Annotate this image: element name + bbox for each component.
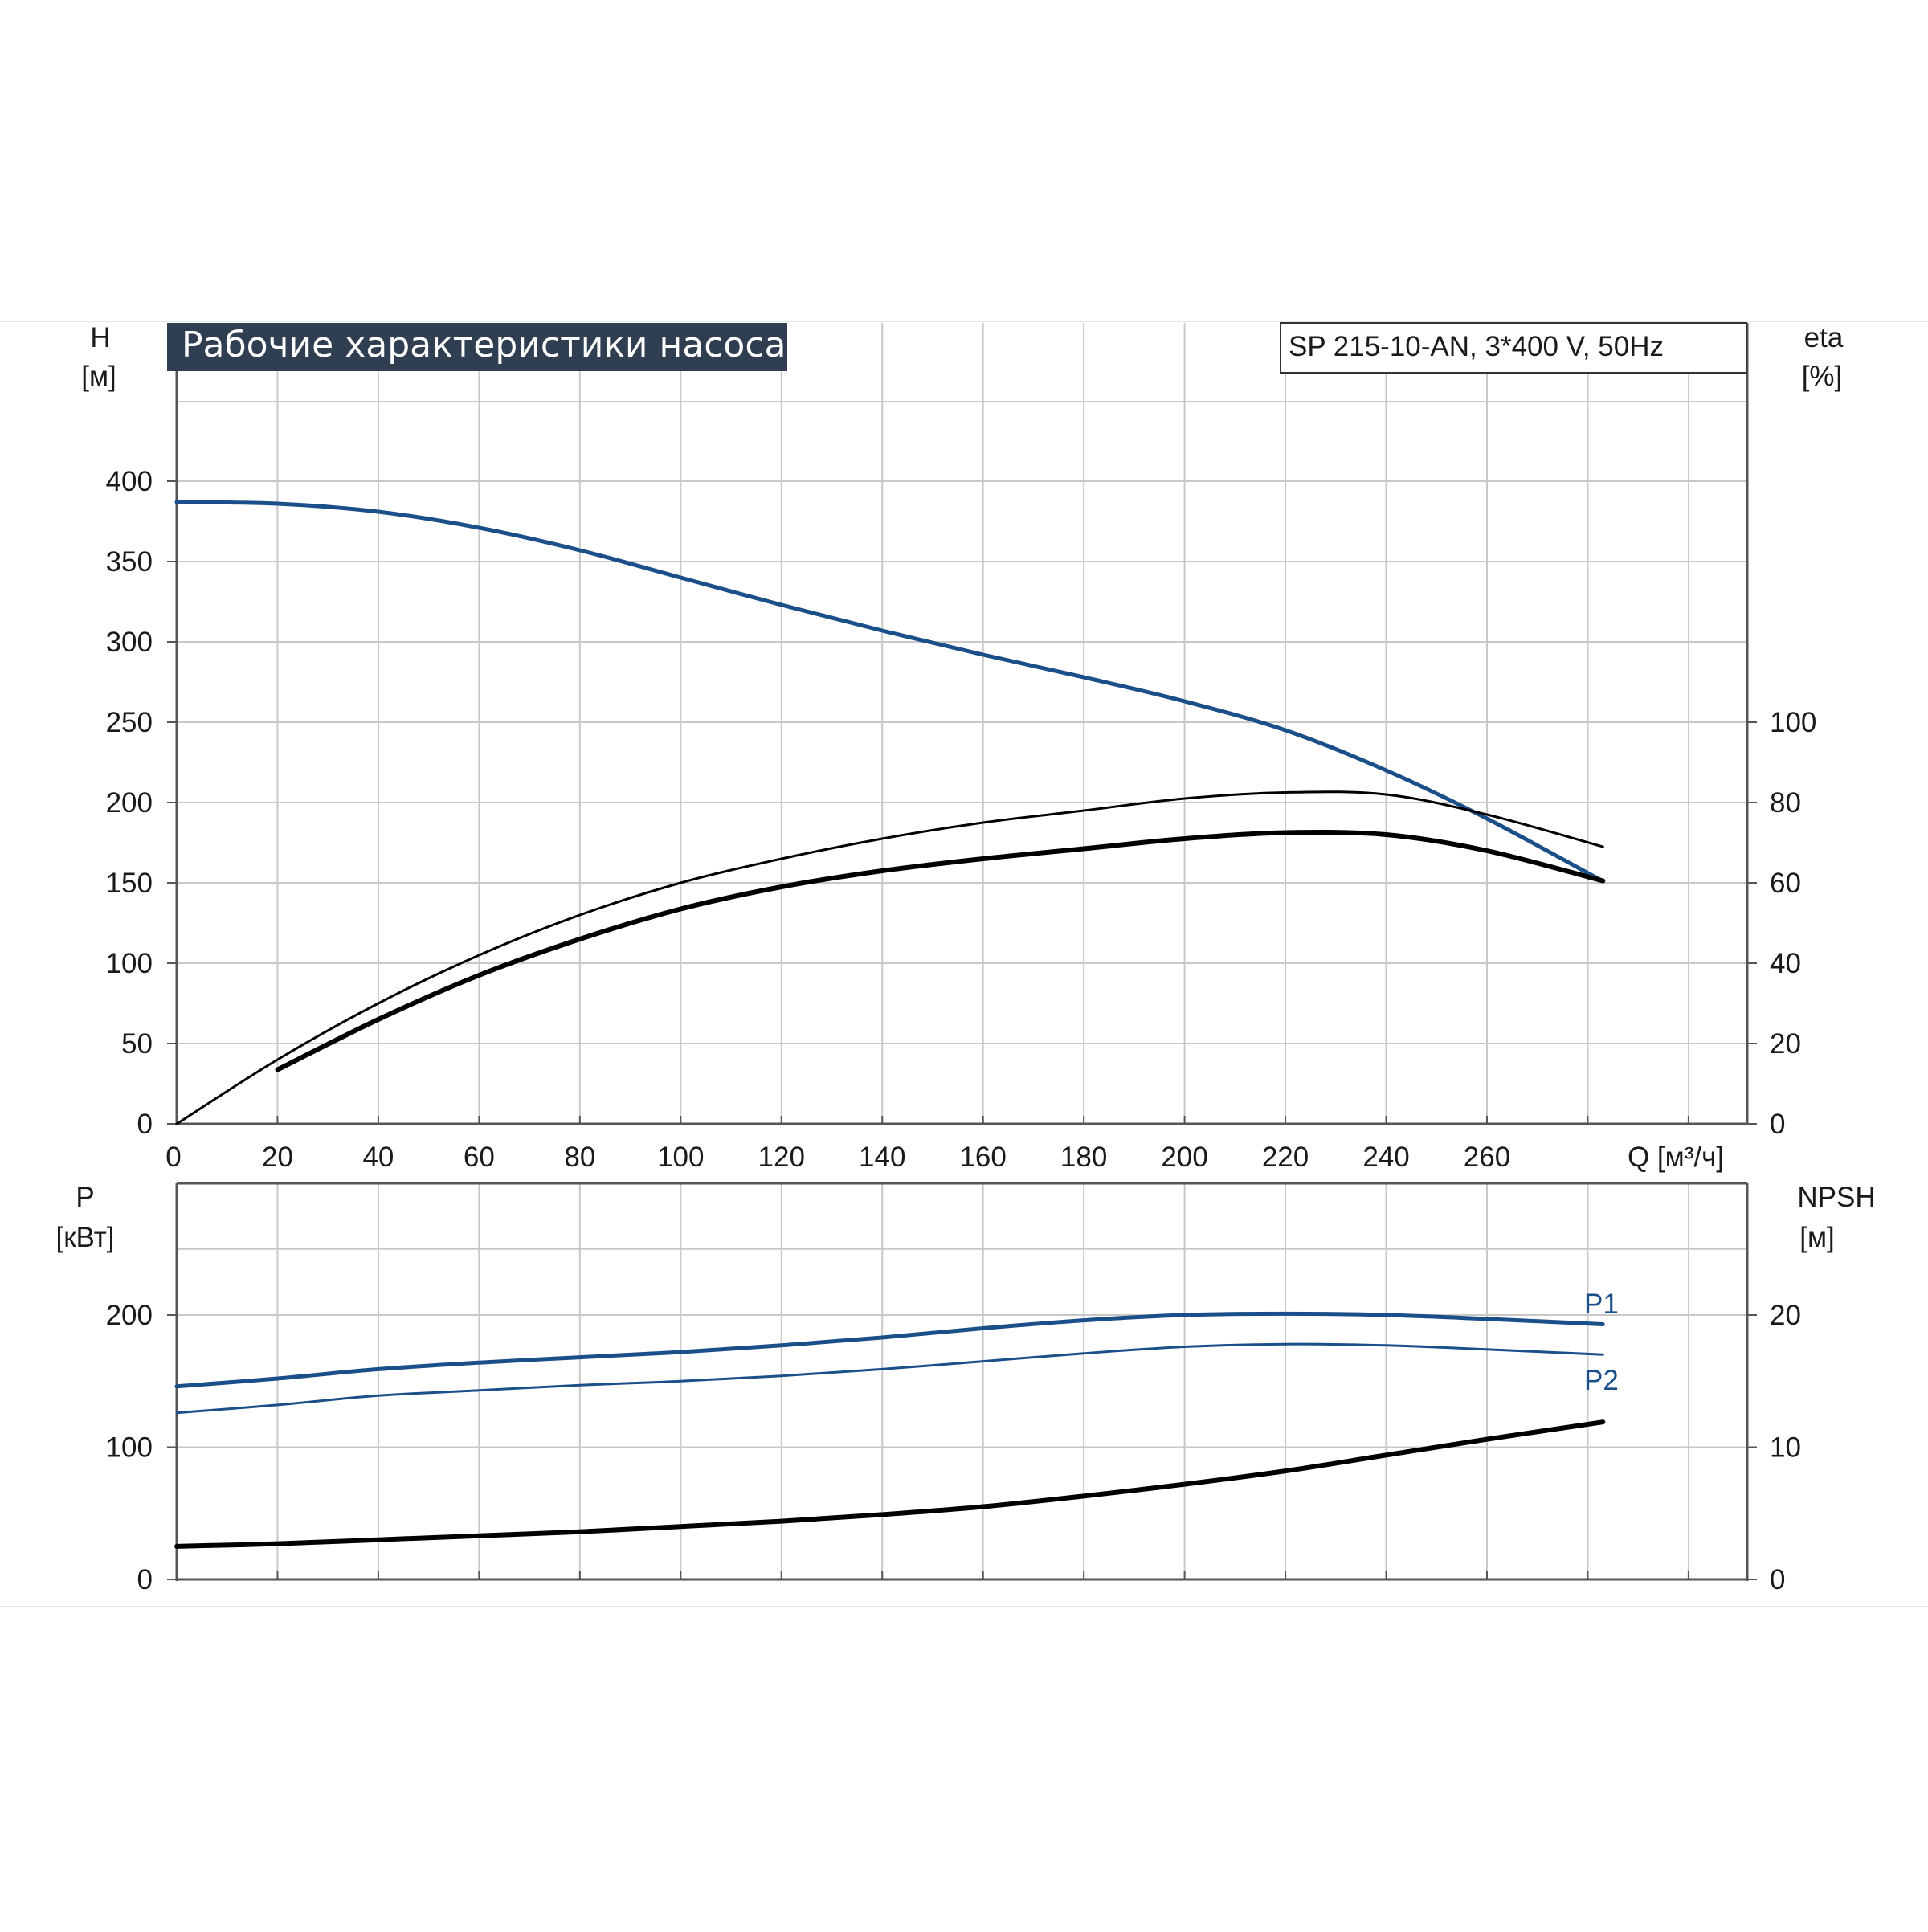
y-left-tick-label: 0 [137, 1109, 153, 1140]
x-tick-label: 160 [959, 1142, 1006, 1173]
model-label: SP 215-10-AN, 3*400 V, 50Hz [1289, 331, 1664, 362]
q-axis-label: Q [м³/ч] [1628, 1142, 1724, 1173]
series-1-2-line [174, 1419, 1606, 1549]
series-p1-line [174, 1311, 1605, 1389]
y-left-tick-label: 250 [106, 707, 153, 738]
y-right-tick-label: 10 [1770, 1432, 1801, 1464]
series-label-p2: P2 [1584, 1365, 1619, 1396]
p-axis-label: P [76, 1182, 94, 1213]
x-tick-label: 240 [1362, 1142, 1409, 1173]
y-left-tick-label: 200 [106, 787, 153, 819]
y-left-tick-label: 200 [106, 1300, 153, 1331]
eta-axis-label: eta [1804, 322, 1844, 353]
y-right-tick-label: 20 [1770, 1028, 1801, 1060]
p-axis-unit: [кВт] [56, 1222, 115, 1253]
x-tick-label: 40 [362, 1142, 394, 1173]
x-tick-label: 60 [464, 1142, 495, 1173]
eta-axis-unit: [%] [1802, 361, 1843, 392]
h-axis-unit: [м] [81, 361, 116, 392]
title-box [167, 323, 787, 371]
y-right-tick-label: 40 [1770, 948, 1801, 979]
y-left-tick-label: 0 [137, 1564, 153, 1595]
y-left-tick-label: 300 [106, 627, 153, 658]
y-right-tick-label: 60 [1770, 868, 1801, 899]
npsh-axis-unit: [м] [1799, 1222, 1835, 1253]
y-right-tick-label: 0 [1770, 1564, 1785, 1595]
x-tick-label: 100 [657, 1142, 704, 1173]
x-tick-label: 200 [1161, 1142, 1207, 1173]
series-p2-line [175, 1342, 1604, 1415]
series-0-2-line [275, 829, 1606, 1072]
x-tick-label: 80 [564, 1142, 595, 1173]
y-right-tick-label: 20 [1770, 1300, 1801, 1331]
model-box [1280, 322, 1747, 374]
x-tick-label: 260 [1464, 1142, 1510, 1173]
x-tick-label: 140 [859, 1142, 905, 1173]
series-h-line [174, 500, 1605, 884]
y-left-tick-label: 400 [106, 466, 153, 497]
y-right-tick-label: 0 [1770, 1109, 1785, 1140]
y-left-tick-label: 150 [106, 868, 153, 899]
y-left-tick-label: 50 [121, 1028, 153, 1060]
y-right-tick-label: 100 [1770, 707, 1816, 738]
y-left-tick-label: 100 [106, 1432, 153, 1464]
x-tick-label: 20 [262, 1142, 293, 1173]
x-tick-label: 220 [1262, 1142, 1309, 1173]
y-left-tick-label: 100 [106, 948, 153, 979]
y-left-tick-label: 350 [106, 546, 153, 578]
x-tick-label: 120 [758, 1142, 805, 1173]
npsh-axis-label: NPSH [1797, 1182, 1875, 1213]
x-tick-label: 180 [1060, 1142, 1107, 1173]
series-0-1-line [175, 790, 1604, 1125]
chart-title: Рабочие характеристики насоса [182, 325, 786, 366]
y-right-tick-label: 80 [1770, 787, 1801, 819]
series-label-p1: P1 [1584, 1289, 1619, 1320]
x-tick-label: 0 [165, 1142, 181, 1173]
h-axis-label: H [90, 322, 110, 353]
